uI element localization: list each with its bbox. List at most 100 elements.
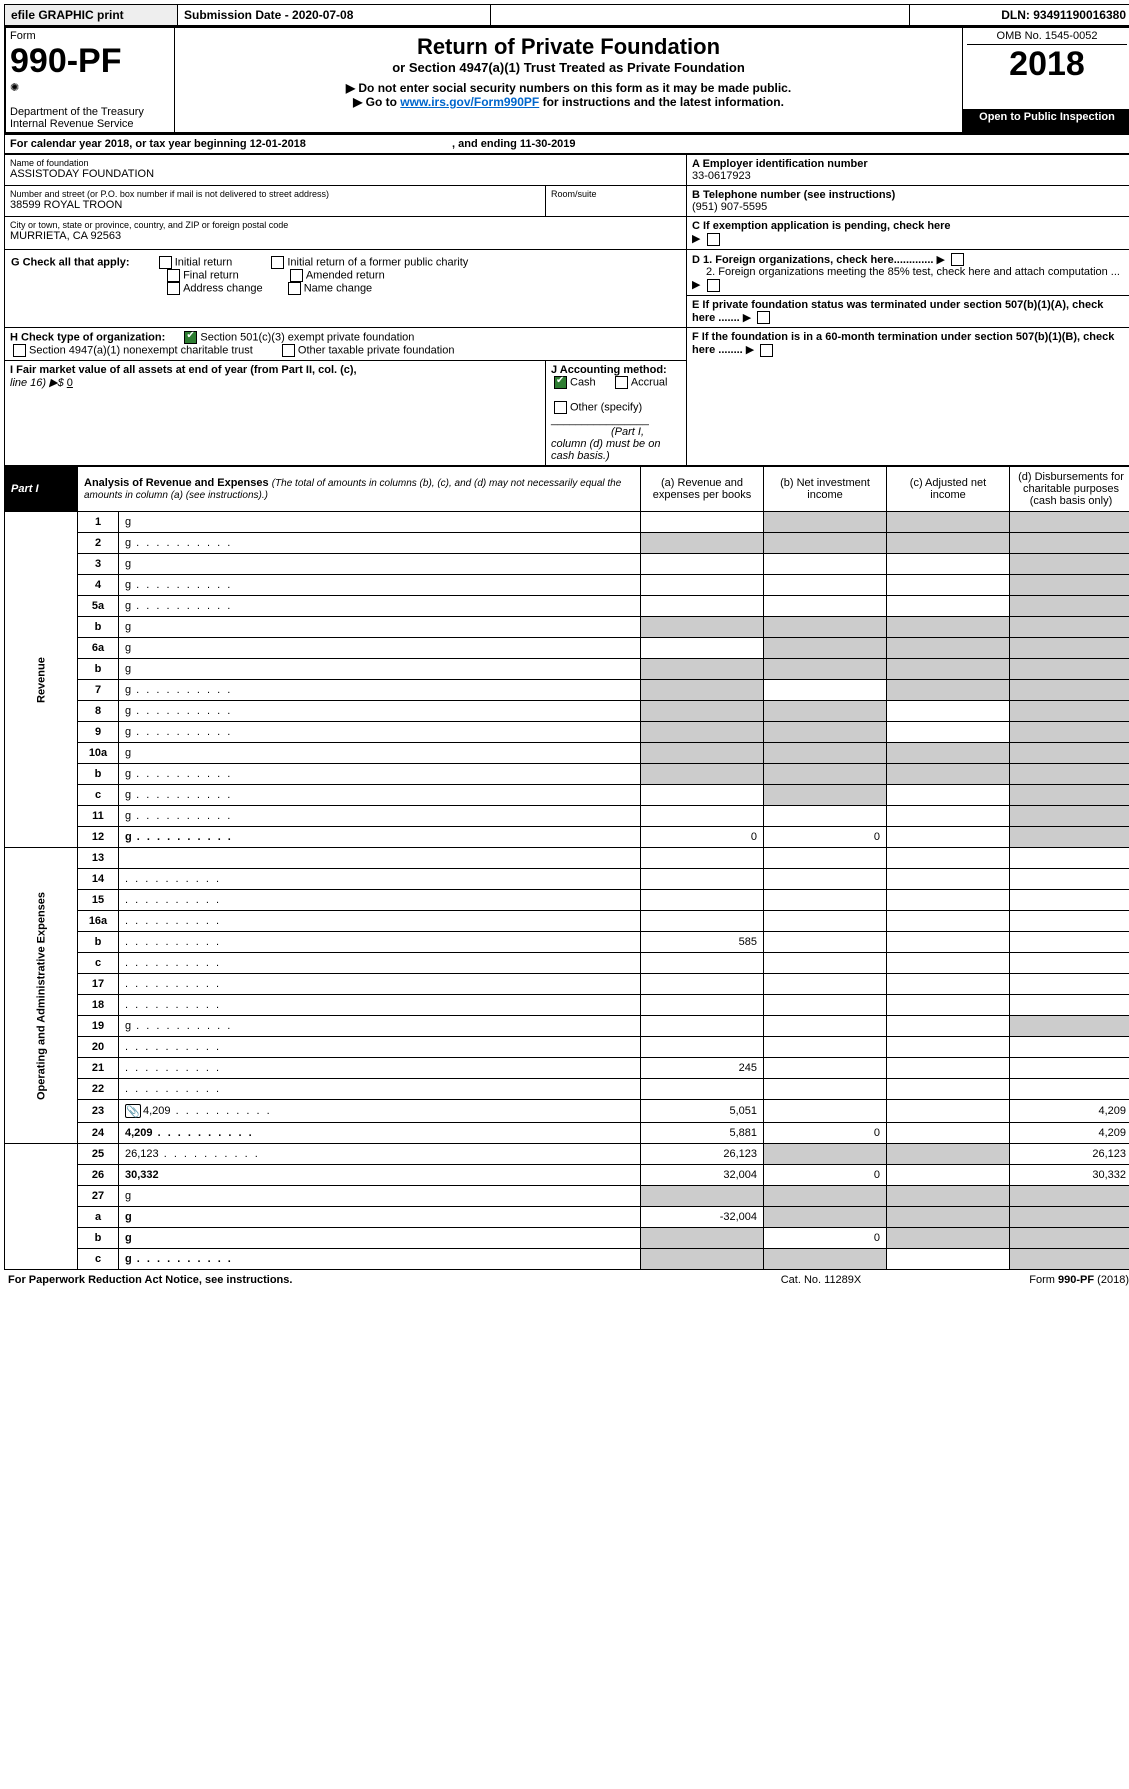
line-num: 12	[78, 827, 119, 848]
line-6a-col-b	[764, 638, 887, 659]
line-desc	[119, 1037, 641, 1058]
line-15: 15	[5, 890, 1129, 911]
line-15-col-d	[1010, 890, 1129, 911]
line-21-col-c	[887, 1058, 1010, 1079]
line-b-col-c	[887, 617, 1010, 638]
line-5a-col-d	[1010, 596, 1129, 617]
line-22-col-b	[764, 1079, 887, 1100]
line-16a: 16a	[5, 911, 1129, 932]
dept-treasury: Department of the Treasury	[10, 106, 170, 118]
form990pf-link[interactable]: www.irs.gov/Form990PF	[400, 95, 539, 109]
form-number: 990-PF	[10, 42, 170, 81]
line-1-col-a	[641, 512, 764, 533]
line-13-col-a	[641, 848, 764, 869]
attach-icon: 📎	[125, 1104, 141, 1118]
h-other-checkbox[interactable]	[282, 344, 295, 357]
line-c-col-b	[764, 953, 887, 974]
c-checkbox[interactable]	[707, 233, 720, 246]
name-label: Name of foundation	[10, 158, 681, 168]
line-b-col-a	[641, 1228, 764, 1249]
line-num: c	[78, 785, 119, 806]
line-num: 7	[78, 680, 119, 701]
d1-checkbox[interactable]	[951, 253, 964, 266]
col-d-hdr: (d) Disbursements for charitable purpose…	[1010, 467, 1129, 512]
h-501c3-checkbox[interactable]	[184, 331, 197, 344]
j-cash-checkbox[interactable]	[554, 376, 567, 389]
line-17-col-b	[764, 974, 887, 995]
f-checkbox[interactable]	[760, 344, 773, 357]
line-desc	[119, 995, 641, 1016]
line-b-col-d	[1010, 1228, 1129, 1249]
line-22-col-a	[641, 1079, 764, 1100]
line-c-col-c	[887, 953, 1010, 974]
line-9: 9g	[5, 722, 1129, 743]
g-initial-return[interactable]	[159, 256, 172, 269]
line-22-col-c	[887, 1079, 1010, 1100]
line-b-col-d	[1010, 659, 1129, 680]
part1-label: Part I	[5, 467, 78, 512]
line-22-col-d	[1010, 1079, 1129, 1100]
d2-label: 2. Foreign organizations meeting the 85%…	[692, 266, 1120, 278]
line-12-col-d	[1010, 827, 1129, 848]
h-4947-checkbox[interactable]	[13, 344, 26, 357]
footer-catno: Cat. No. 11289X	[717, 1272, 925, 1288]
line-27-col-c	[887, 1186, 1010, 1207]
line-3-col-d	[1010, 554, 1129, 575]
line-12-col-a: 0	[641, 827, 764, 848]
line-17-col-c	[887, 974, 1010, 995]
j-accrual-checkbox[interactable]	[615, 376, 628, 389]
line-21: 21245	[5, 1058, 1129, 1079]
line-25-col-a: 26,123	[641, 1144, 764, 1165]
g-initial-public[interactable]	[271, 256, 284, 269]
line-8-col-b	[764, 701, 887, 722]
line-desc: g	[119, 1249, 641, 1270]
line-13: Operating and Administrative Expenses13	[5, 848, 1129, 869]
opex-section-label: Operating and Administrative Expenses	[5, 848, 78, 1144]
line-desc: g	[119, 680, 641, 701]
line-desc	[119, 911, 641, 932]
note-goto: Go to www.irs.gov/Form990PF for instruct…	[179, 95, 958, 109]
line-num: 27	[78, 1186, 119, 1207]
line-4-col-a	[641, 575, 764, 596]
line-desc: 26,123	[119, 1144, 641, 1165]
irs-label: Internal Revenue Service	[10, 118, 170, 130]
d1-label: D 1. Foreign organizations, check here..…	[692, 254, 933, 266]
line-desc: g	[119, 827, 641, 848]
line-num: 8	[78, 701, 119, 722]
g-address-change[interactable]	[167, 282, 180, 295]
line-19-col-d	[1010, 1016, 1129, 1037]
e-checkbox[interactable]	[757, 311, 770, 324]
city-value: MURRIETA, CA 92563	[10, 230, 681, 242]
line-c-col-d	[1010, 785, 1129, 806]
g-name-change[interactable]	[288, 282, 301, 295]
line-c: cg	[5, 1249, 1129, 1270]
line-desc	[119, 848, 641, 869]
line-16a-col-c	[887, 911, 1010, 932]
line-num: 13	[78, 848, 119, 869]
g-final-return[interactable]	[167, 269, 180, 282]
line-20-col-d	[1010, 1037, 1129, 1058]
efile-label: efile GRAPHIC print	[5, 5, 178, 26]
line-num: 1	[78, 512, 119, 533]
line-18-col-d	[1010, 995, 1129, 1016]
line-25: 2526,12326,12326,123	[5, 1144, 1129, 1165]
line-17-col-a	[641, 974, 764, 995]
d2-checkbox[interactable]	[707, 279, 720, 292]
line-a-col-a: -32,004	[641, 1207, 764, 1228]
line-9-col-b	[764, 722, 887, 743]
line-21-col-a: 245	[641, 1058, 764, 1079]
j-other-checkbox[interactable]	[554, 401, 567, 414]
line-desc	[119, 1058, 641, 1079]
line-num: 5a	[78, 596, 119, 617]
note-ssn: Do not enter social security numbers on …	[179, 81, 958, 95]
line-14: 14	[5, 869, 1129, 890]
line-7: 7g	[5, 680, 1129, 701]
footer-paperwork: For Paperwork Reduction Act Notice, see …	[4, 1272, 717, 1288]
line-8-col-d	[1010, 701, 1129, 722]
g-amended[interactable]	[290, 269, 303, 282]
footer-formno: Form 990-PF (2018)	[925, 1272, 1129, 1288]
line-b-col-a	[641, 764, 764, 785]
col-b-hdr: (b) Net investment income	[764, 467, 887, 512]
line-18-col-c	[887, 995, 1010, 1016]
line-c-col-c	[887, 785, 1010, 806]
